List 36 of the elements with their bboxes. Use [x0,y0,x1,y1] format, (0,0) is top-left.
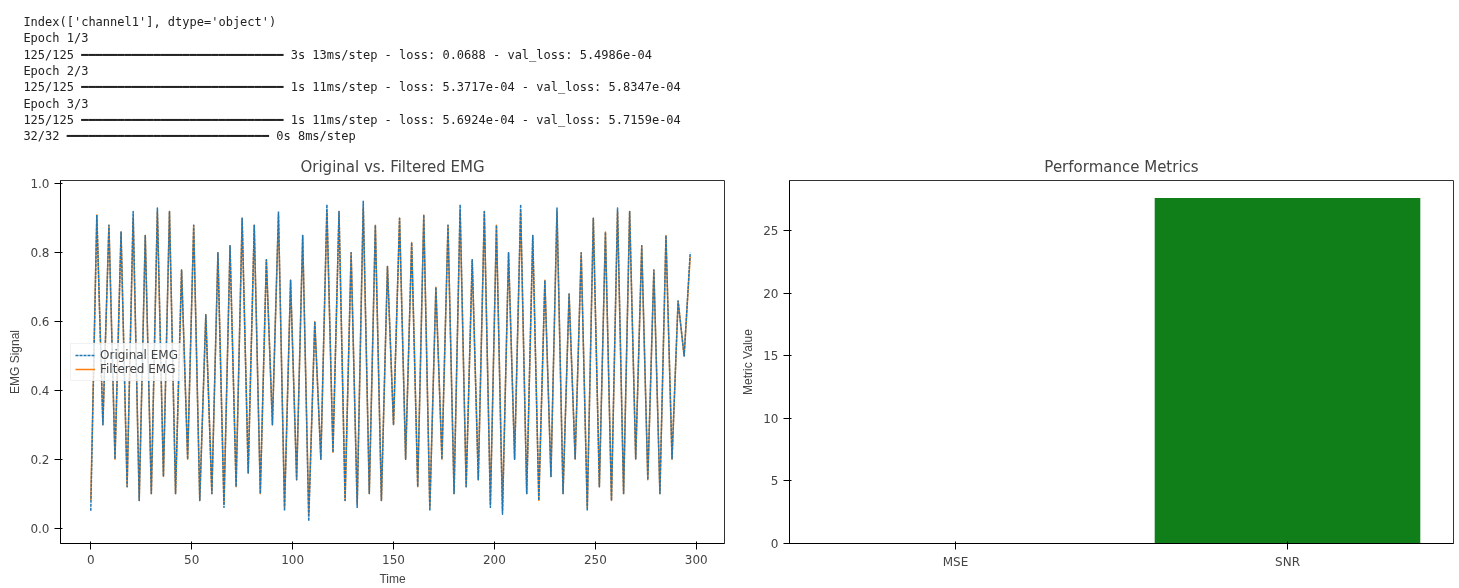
y-tick-label: 0.0 [30,521,50,536]
x-tick-label: 250 [583,552,607,567]
text: Epoch 2/3 [23,63,89,78]
x-tick-label: 0 [86,552,95,567]
x-tick-label: MSE [942,554,969,569]
y-tick-label: 0.4 [30,383,50,398]
y-tick-label: 15 [763,349,779,364]
y-tick-label: 0.8 [30,246,50,261]
text: 125/125 ━━━━━━━━━━━━━━━━━━━━━━━━━━━━ 3s 13ms/step - loss: 0.0688 - val_loss: 5.4986e-04 [23,47,652,62]
y-axis-title: Metric Value [741,328,756,395]
x-tick-label: 200 [482,552,506,567]
x-tick-label: 300 [684,552,708,567]
legend-label: Filtered EMG [100,361,176,376]
y-tick-label: 5 [770,474,779,489]
x-tick-label: SNR [1275,554,1300,569]
chart-title: Performance Metrics [1044,157,1199,176]
text: 125/125 ━━━━━━━━━━━━━━━━━━━━━━━━━━━━ 1s 11ms/step - loss: 5.6924e-04 - val_loss: 5.7159e-04 [23,112,681,127]
x-tick-label: 150 [382,552,405,567]
y-tick-label: 1.0 [30,177,50,192]
y-tick-label: 10 [763,411,779,426]
y-axis-title: EMG Signal [8,329,23,395]
text: Epoch 3/3 [23,96,89,111]
y-tick-label: 0 [770,537,779,551]
x-axis-title: Time [379,571,406,586]
y-tick-label: 0.2 [30,452,50,467]
text: 32/32 ━━━━━━━━━━━━━━━━━━━━━━━━━━━━ 0s 8ms/step [23,129,356,144]
y-tick-label: 25 [763,224,779,239]
y-tick-label: 20 [763,286,779,301]
text: Index(['channel1'], dtype='object') [23,14,277,29]
chart-title: Original vs. Filtered EMG [300,157,485,176]
x-tick-label: 100 [281,552,305,567]
text: 125/125 ━━━━━━━━━━━━━━━━━━━━━━━━━━━━ 1s 11ms/step - loss: 5.3717e-04 - val_loss: 5.8347e-04 [23,80,681,95]
y-tick-label: 0.6 [30,315,50,330]
legend-label: Original EMG [100,347,179,362]
text: Epoch 1/3 [23,31,89,46]
x-tick-label: 50 [184,552,200,567]
